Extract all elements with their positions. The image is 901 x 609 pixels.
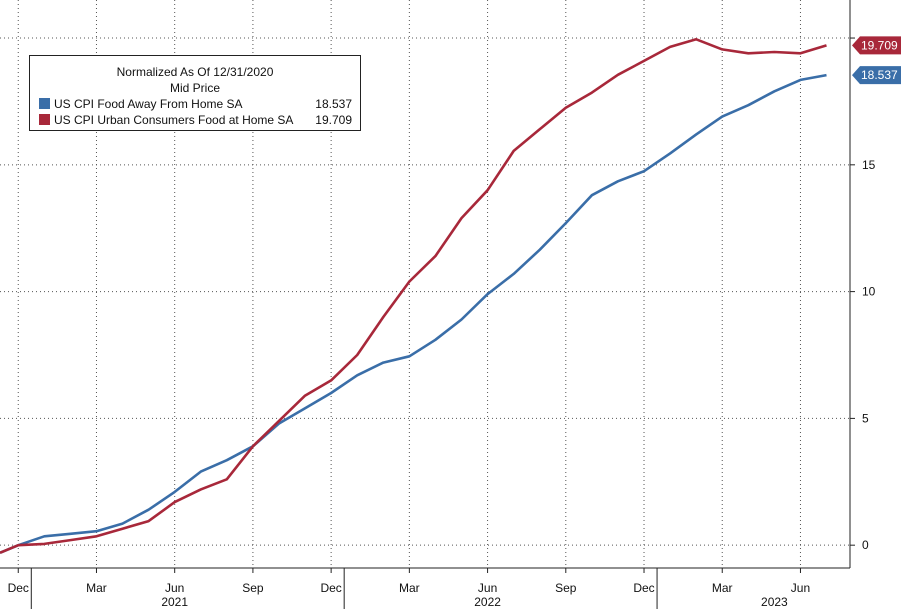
year-label: 2022 — [474, 595, 501, 609]
year-separators — [30, 568, 658, 609]
y-tick-label: 0 — [862, 538, 869, 552]
x-tick-label: Mar — [399, 581, 420, 595]
legend-label-food-home: US CPI Urban Consumers Food at Home SA — [54, 113, 294, 127]
badge-shape — [852, 36, 901, 55]
last-value-badge-0: 18.537 — [852, 66, 901, 85]
grid-lines — [0, 0, 850, 568]
legend-swatch-food-away — [39, 98, 50, 109]
series-lines — [0, 37, 827, 555]
y-axis-ticks: 0 5 10 15 — [850, 37, 876, 552]
last-value-badges: 18.537 19.709 — [852, 36, 901, 85]
legend-swatch-food-home — [39, 114, 50, 125]
series-line-1 — [0, 37, 827, 555]
x-tick-label: Sep — [555, 581, 577, 595]
legend: Normalized As Of 12/31/2020 Mid Price US… — [29, 55, 361, 131]
legend-label-food-away: US CPI Food Away From Home SA — [54, 97, 243, 111]
chart-subtitle: Mid Price — [169, 81, 220, 95]
x-tick-label: Mar — [712, 581, 733, 595]
series-line-0 — [0, 73, 827, 555]
x-tick-label: Dec — [633, 581, 654, 595]
x-tick-label: Jun — [165, 581, 184, 595]
badge-value: 18.537 — [861, 68, 898, 82]
badge-value: 19.709 — [861, 38, 898, 52]
axes — [0, 0, 851, 569]
x-tick-label: Sep — [242, 581, 264, 595]
y-tick-label: 5 — [862, 411, 869, 425]
y-tick-label: 15 — [862, 158, 876, 172]
x-tick-label: Mar — [86, 581, 107, 595]
year-label: 2021 — [161, 595, 188, 609]
legend-entry-food-home: US CPI Urban Consumers Food at Home SA 1… — [30, 112, 360, 128]
last-value-badge-1: 19.709 — [852, 36, 901, 55]
legend-value-food-home: 19.709 — [315, 113, 352, 127]
x-tick-label: Jun — [791, 581, 810, 595]
chart-title: Normalized As Of 12/31/2020 — [116, 65, 274, 79]
x-tick-label: Dec — [320, 581, 341, 595]
badge-shape — [852, 66, 901, 85]
x-tick-label: Jun — [478, 581, 497, 595]
y-tick-label: 10 — [862, 285, 876, 299]
x-tick-label: Dec — [8, 581, 29, 595]
legend-value-food-away: 18.537 — [315, 97, 352, 111]
legend-entry-food-away: US CPI Food Away From Home SA 18.537 — [30, 96, 360, 112]
year-label: 2023 — [761, 595, 788, 609]
